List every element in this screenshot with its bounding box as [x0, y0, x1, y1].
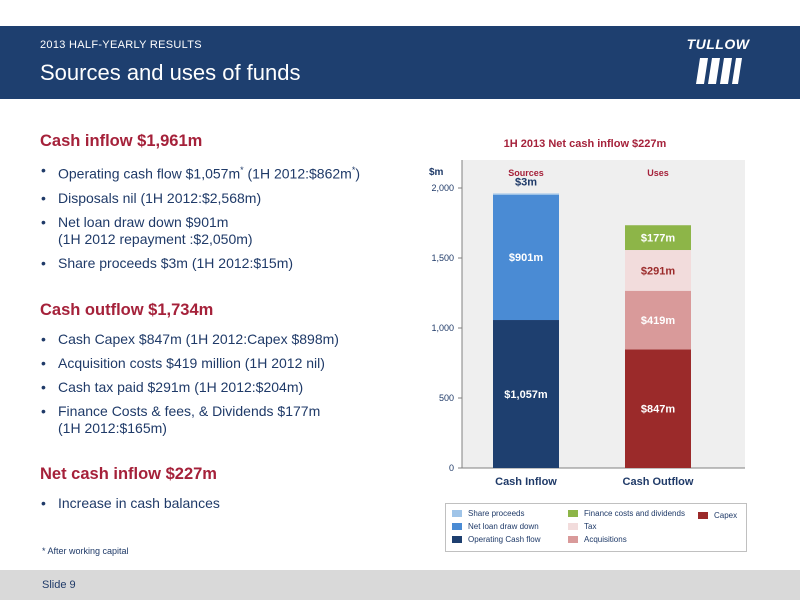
data-label: $419m: [641, 315, 675, 327]
y-tick-label: 1,000: [431, 323, 454, 333]
legend-swatch: [698, 512, 708, 519]
list-item: Share proceeds $3m (1H 2012:$15m): [40, 255, 360, 272]
legend-item: Capex: [698, 511, 737, 520]
bar-segment: [493, 320, 559, 468]
slide-number: Slide 9: [42, 579, 76, 591]
net-cash-list: Increase in cash balances: [40, 495, 220, 519]
data-label: $177m: [641, 233, 675, 245]
legend-item: Share proceeds: [452, 509, 524, 518]
legend-item: Acquisitions: [568, 535, 627, 544]
x-tick-label: Cash Inflow: [495, 476, 557, 488]
legend-label: Net loan draw down: [468, 522, 539, 531]
header-banner: 2013 HALF-YEARLY RESULTS Sources and use…: [0, 26, 800, 99]
data-label: $1,057m: [504, 389, 548, 401]
logo-text: TULLOW: [686, 36, 750, 52]
bar-segment: [625, 349, 691, 468]
logo-mark-icon: [696, 58, 742, 84]
bar-segment: [625, 225, 691, 251]
bar-segment: [493, 193, 559, 321]
stacked-bar-chart: $m 0 500 1,000 1,500 2,000 $1,057m $901m $3m Cash…: [429, 160, 745, 488]
legend-label: Acquisitions: [584, 535, 627, 544]
y-tick-label: 2,000: [431, 183, 454, 193]
data-label: $901m: [509, 252, 543, 264]
legend-swatch: [452, 536, 462, 543]
legend-item: Net loan draw down: [452, 522, 539, 531]
data-label: $3m: [515, 176, 537, 188]
y-axis-label: $m: [429, 167, 444, 178]
y-tick-label: 0: [449, 463, 454, 473]
legend-swatch: [452, 510, 462, 517]
list-item: Operating cash flow $1,057m* (1H 2012:$8…: [40, 162, 360, 183]
data-label: $847m: [641, 404, 675, 416]
list-item: Cash Capex $847m (1H 2012:Capex $898m): [40, 331, 339, 348]
legend-label: Finance costs and dividends: [584, 509, 685, 518]
list-item: Cash tax paid $291m (1H 2012:$204m): [40, 379, 339, 396]
legend-item: Tax: [568, 522, 596, 531]
bar-segment: [625, 250, 691, 291]
list-item: Increase in cash balances: [40, 495, 220, 512]
data-label: $291m: [641, 265, 675, 277]
header-subtitle: 2013 HALF-YEARLY RESULTS: [40, 39, 202, 51]
legend-label: Operating Cash flow: [468, 535, 541, 544]
legend-item: Operating Cash flow: [452, 535, 540, 544]
company-logo: TULLOW: [684, 36, 752, 92]
bar-segment: [625, 290, 691, 350]
x-tick-label: Cash Outflow: [623, 476, 694, 488]
footnote: * After working capital: [42, 546, 129, 556]
legend-label: Share proceeds: [468, 509, 525, 518]
legend-swatch: [568, 536, 578, 543]
chart-title: 1H 2013 Net cash inflow $227m: [503, 138, 667, 150]
page-title: Sources and uses of funds: [40, 60, 301, 85]
legend-item: Finance costs and dividends: [568, 509, 685, 518]
cash-inflow-list: Operating cash flow $1,057m* (1H 2012:$8…: [40, 162, 360, 279]
legend-swatch: [568, 523, 578, 530]
list-item: Disposals nil (1H 2012:$2,568m): [40, 190, 360, 207]
cash-inflow-heading: Cash inflow $1,961m: [40, 132, 203, 150]
list-item: Acquisition costs $419 million (1H 2012 …: [40, 355, 339, 372]
group-label: Uses: [647, 168, 669, 178]
list-item: Finance Costs & fees, & Dividends $177m(…: [40, 403, 339, 437]
y-tick-label: 500: [439, 393, 454, 403]
net-cash-heading: Net cash inflow $227m: [40, 465, 217, 483]
cash-outflow-list: Cash Capex $847m (1H 2012:Capex $898m) A…: [40, 331, 339, 444]
list-item: Net loan draw down $901m(1H 2012 repayme…: [40, 214, 360, 248]
legend-swatch: [452, 523, 462, 530]
group-label: Sources: [508, 168, 544, 178]
cash-outflow-heading: Cash outflow $1,734m: [40, 301, 214, 319]
footer-bar: Slide 9: [0, 570, 800, 600]
bar-segment: [493, 193, 559, 195]
chart-legend: Share proceeds Net loan draw down Operatin…: [445, 503, 747, 552]
legend-swatch: [568, 510, 578, 517]
y-tick-label: 1,500: [431, 253, 454, 263]
legend-label: Tax: [584, 522, 597, 531]
legend-label: Capex: [714, 511, 738, 520]
